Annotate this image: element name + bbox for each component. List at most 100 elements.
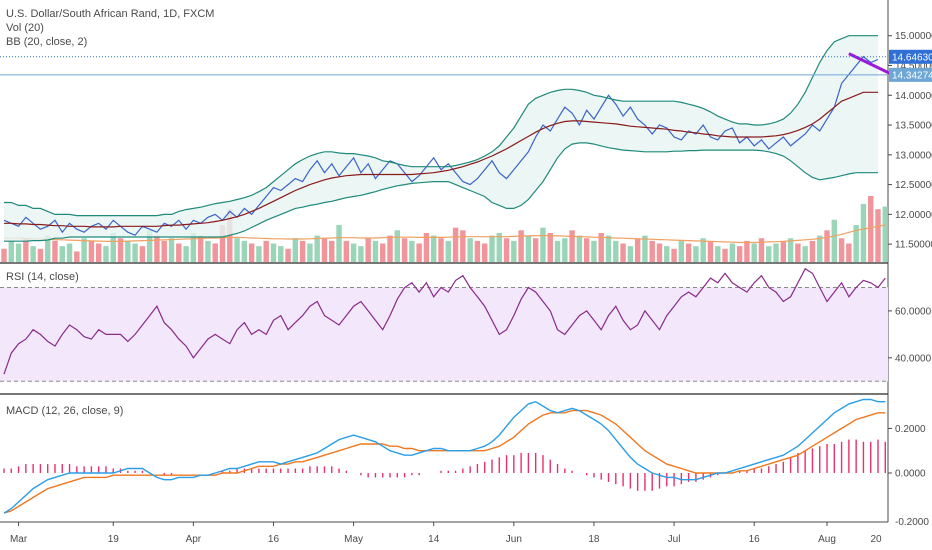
rsi-line [3, 267, 886, 375]
x-tick-label: May [344, 534, 363, 545]
x-tick-label: Mar [10, 534, 28, 545]
volume-bar [74, 251, 80, 262]
volume-bar [729, 243, 736, 262]
chart-legend-price: U.S. Dollar/South African Rand, 1D, FXCM… [6, 7, 214, 49]
volume-bar [744, 240, 750, 262]
volume-bar [591, 240, 597, 262]
volume-bar [350, 243, 357, 262]
volume-bar [416, 243, 422, 262]
volume-bar [751, 243, 757, 262]
macd-tick-label: 0.2000 [895, 424, 926, 435]
rsi-tick-label: 60.0000 [895, 306, 932, 317]
signal-line [3, 409, 886, 514]
volume-bar [59, 246, 65, 262]
series-bb-basis [4, 91, 878, 228]
volume-bar [875, 209, 881, 262]
volume-bar [44, 235, 51, 262]
volume-bar [248, 243, 255, 262]
volume-bar [802, 246, 808, 262]
volume-bar [882, 206, 888, 262]
volume-bar [758, 238, 765, 262]
volume-bar [831, 219, 838, 262]
volume-bar [838, 238, 845, 262]
volume-bar [598, 232, 604, 262]
rsi-band [0, 287, 888, 382]
volume-bar [409, 240, 415, 262]
last-price-value: 14.64630 [892, 52, 932, 63]
volume-bar [88, 240, 95, 262]
volume-bar [569, 230, 575, 262]
level-value: 14.34274 [892, 70, 932, 81]
volume-bar [518, 230, 524, 262]
x-tick-label: 18 [588, 534, 600, 545]
macd-histogram [3, 439, 886, 491]
x-tick-label: 16 [749, 534, 761, 545]
rsi-panel: 60.0000 40.0000 [0, 267, 932, 382]
volume-bar [649, 240, 655, 262]
volume-bar [605, 235, 612, 262]
volume-bar [445, 240, 451, 262]
volume-bar [853, 225, 859, 262]
x-tick-label: Apr [186, 534, 202, 545]
volume-bar [314, 235, 320, 262]
volume-bar [8, 240, 14, 262]
volume-bar [15, 243, 22, 262]
x-tick-label: Aug [818, 534, 836, 545]
volume-bar [30, 246, 36, 262]
volume-bar [795, 243, 801, 262]
volume-bar [423, 232, 430, 262]
volume-bar [278, 246, 284, 262]
volume-bar [780, 240, 787, 262]
rsi-legend-label: RSI (14, close) [6, 271, 79, 283]
volume-bar [241, 240, 248, 262]
x-tick-label: 14 [428, 534, 440, 545]
volume-bar [620, 243, 626, 262]
volume-bar [474, 240, 481, 262]
price-tick-label: 11.50000 [895, 240, 932, 251]
volume-bar [387, 235, 393, 262]
volume-bar [496, 232, 502, 262]
volume-bar [154, 235, 160, 262]
volume-bar [401, 238, 408, 262]
price-badges: 14.64630 14.34274 [889, 49, 932, 82]
volume-bar [532, 238, 539, 262]
volume-bar [81, 238, 87, 262]
volume-bar [700, 238, 706, 262]
bb-legend: BB (20, close, 2) [6, 36, 88, 48]
last-price-badge [889, 49, 932, 64]
volume-bar [139, 246, 146, 262]
volume-bar [307, 243, 313, 262]
volume-bar [183, 246, 189, 262]
volume-bar [664, 246, 670, 262]
volume-bar [292, 238, 299, 262]
volume-bar [467, 238, 473, 262]
volume-bar [634, 238, 641, 262]
volume-bar [868, 196, 874, 262]
x-tick-label: 20 [870, 534, 882, 545]
volume-bar [103, 246, 109, 262]
volume-bar [37, 248, 44, 262]
volume-bar [678, 240, 685, 262]
volume-bar [693, 246, 699, 262]
chart-title: U.S. Dollar/South African Rand, 1D, FXCM [6, 8, 215, 20]
volume-bar [562, 238, 568, 262]
x-tick-label: 16 [268, 534, 280, 545]
volume-ma-line [4, 224, 886, 244]
volume-bar [372, 240, 379, 262]
macd-line [3, 398, 886, 514]
volume-bar [671, 248, 677, 262]
volume-bar [722, 248, 728, 262]
volume-bar [736, 246, 743, 262]
price-tick-label: 12.50000 [895, 180, 932, 191]
volume-bar [860, 203, 867, 262]
volume-bar [23, 238, 29, 262]
x-tick-label: 19 [108, 534, 120, 545]
x-axis: Mar 19 Apr 16 May 14 Jun 18 Jul 16 Aug 20 [10, 522, 882, 545]
volume-bar [787, 238, 794, 262]
